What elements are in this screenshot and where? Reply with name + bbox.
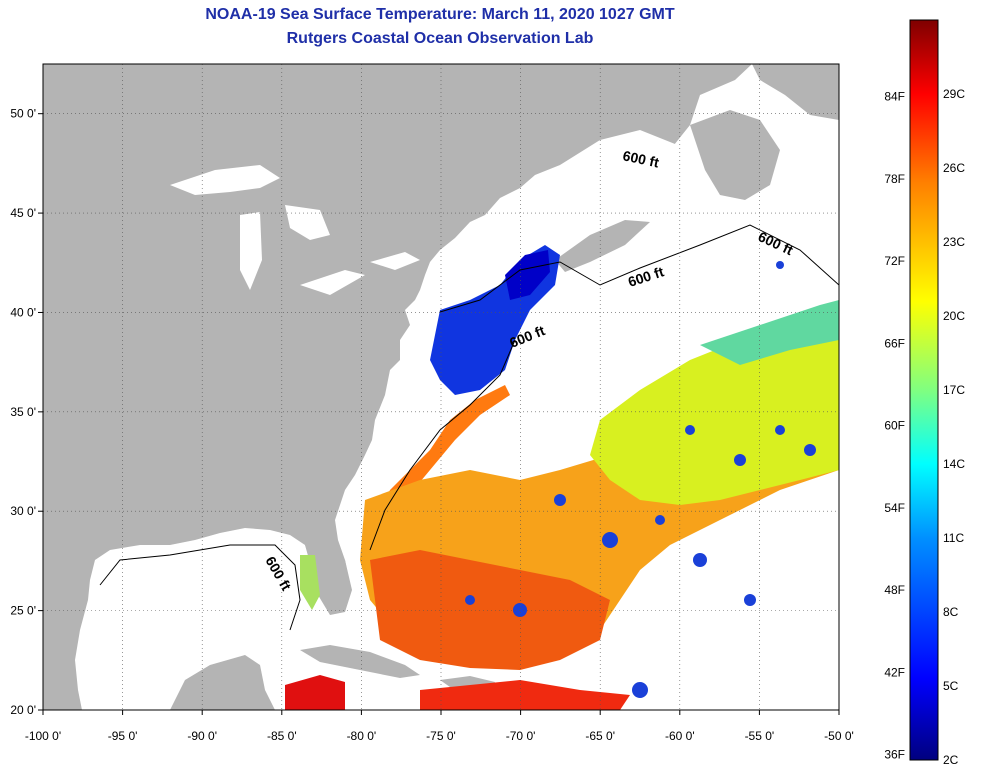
- land-north-america: [43, 64, 752, 710]
- land-labrador: [752, 64, 839, 120]
- colorbar-f-label: 54F: [884, 501, 905, 515]
- lon-tick-label: -90 0': [187, 729, 217, 743]
- colorbar-c-label: 26C: [943, 161, 965, 175]
- gulf-of-st-lawrence: [560, 130, 720, 215]
- lat-tick-label: 20 0': [10, 703, 36, 717]
- isobath-600ft-south: [369, 339, 516, 551]
- colorbar-f-label: 78F: [884, 172, 905, 186]
- isobath-600ft-gulf: [99, 544, 301, 631]
- isobath-label: 600 ft: [621, 147, 660, 170]
- lat-tick-label: 30 0': [10, 504, 36, 518]
- land-nova-scotia: [555, 220, 650, 272]
- colorbar-c-label: 11C: [943, 531, 964, 545]
- lon-tick-label: -85 0': [267, 729, 297, 743]
- colorbar-c-label: 5C: [943, 679, 959, 693]
- land-yucatan: [170, 655, 275, 710]
- lon-tick-label: -65 0': [585, 729, 615, 743]
- land-cuba: [300, 645, 420, 678]
- sst-caribbean-west: [285, 675, 345, 710]
- colorbar-c-label: 14C: [943, 457, 965, 471]
- lat-tick-label: 50 0': [10, 107, 36, 121]
- sst-offshore-band: [590, 310, 839, 505]
- colorbar-celsius-labels: 2C 5C 8C 11C 14C 17C 20C 23C 26C 29C: [943, 87, 965, 767]
- latitude-axis: 20 0' 25 0' 30 0' 35 0' 40 0' 45 0' 50 0': [10, 107, 43, 717]
- colorbar-fahrenheit-labels: 36F 42F 48F 54F 60F 66F 72F 78F 84F: [884, 90, 905, 762]
- map-subtitle: Rutgers Coastal Ocean Observation Lab: [286, 30, 594, 47]
- lat-tick-label: 25 0': [10, 604, 36, 618]
- land-florida: [305, 545, 352, 615]
- great-lakes: [170, 165, 420, 295]
- colorbar-c-label: 20C: [943, 309, 965, 323]
- lon-tick-label: -75 0': [426, 729, 456, 743]
- colorbar-f-label: 66F: [884, 336, 905, 350]
- lon-tick-label: -95 0': [108, 729, 138, 743]
- lon-tick-label: -50 0': [824, 729, 854, 743]
- colorbar-c-label: 2C: [943, 753, 959, 767]
- colorbar-c-label: 29C: [943, 87, 965, 101]
- lon-tick-label: -80 0': [347, 729, 377, 743]
- lon-tick-label: -55 0': [745, 729, 775, 743]
- colorbar-f-label: 42F: [884, 665, 905, 679]
- isobath-600ft: [439, 224, 839, 313]
- lat-tick-label: 40 0': [10, 305, 36, 319]
- colorbar: [909, 19, 939, 761]
- sst-cold-shelf-core: [505, 250, 550, 300]
- colorbar-f-label: 36F: [884, 748, 905, 762]
- graticule: [43, 64, 839, 710]
- sst-caribbean: [420, 680, 630, 710]
- colorbar-f-label: 84F: [884, 90, 905, 104]
- sst-cloud-speckle: [465, 261, 816, 698]
- longitude-axis: -100 0' -95 0' -90 0' -85 0' -80 0' -75 0' -70…: [25, 710, 854, 743]
- colorbar-c-label: 23C: [943, 235, 965, 249]
- colorbar-c-label: 8C: [943, 605, 959, 619]
- sst-warm-south: [370, 550, 610, 670]
- map-title: NOAA-19 Sea Surface Temperature: March 1…: [205, 6, 675, 23]
- gulf-of-mexico: [95, 538, 305, 710]
- land-newfoundland: [690, 110, 780, 200]
- colorbar-f-label: 60F: [884, 419, 905, 433]
- sst-offshore-cool: [700, 300, 839, 365]
- lon-tick-label: -100 0': [25, 729, 61, 743]
- colorbar-f-label: 48F: [884, 583, 905, 597]
- colorbar-f-label: 72F: [884, 254, 905, 268]
- colorbar-c-label: 17C: [943, 383, 965, 397]
- lat-tick-label: 35 0': [10, 405, 36, 419]
- sst-florida-shelf: [300, 555, 320, 610]
- lat-tick-label: 45 0': [10, 206, 36, 220]
- lon-tick-label: -70 0': [506, 729, 536, 743]
- lon-tick-label: -60 0': [665, 729, 695, 743]
